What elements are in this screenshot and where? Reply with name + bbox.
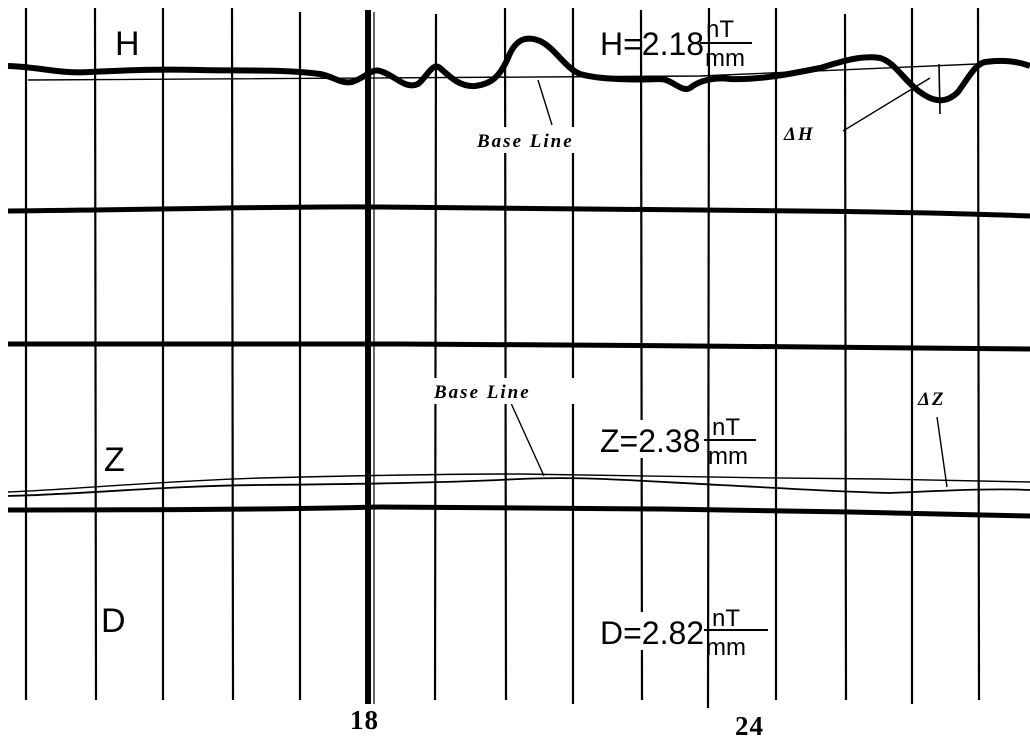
h-baseline <box>27 62 1001 81</box>
hour-grid-line <box>706 7 711 709</box>
hour-grid-line <box>639 9 644 701</box>
hour-grid-line <box>843 13 848 701</box>
z-trace <box>7 477 1030 497</box>
z-scale-bg <box>598 420 704 458</box>
h-channel-label: H <box>115 25 140 63</box>
z-channel-label: Z <box>104 441 125 479</box>
z-baseline <box>7 473 1030 493</box>
d-scale-bg <box>598 612 704 650</box>
z-scale-unit-den: mm <box>708 443 748 470</box>
z-baseline-label-bg <box>430 378 582 404</box>
d-scale-value: D=2.82 <box>600 615 704 651</box>
hour-grid-line <box>976 7 981 701</box>
z-baseline-leader <box>509 400 545 477</box>
delta-z-leader <box>936 416 948 488</box>
delta-z-label-bg <box>914 386 972 412</box>
hour-grid-line <box>433 13 438 701</box>
reference-line-3 <box>7 504 1030 519</box>
reference-lines <box>7 204 1030 519</box>
delta-h-leader <box>842 77 931 132</box>
hour-grid <box>24 7 981 709</box>
delta-h-label: ΔH <box>783 124 815 145</box>
annotation-leaders <box>509 63 948 488</box>
h-scale-unit-den: mm <box>705 45 745 72</box>
h-trace-group <box>7 35 1030 104</box>
delta-h-label-bg <box>780 121 842 147</box>
x-tick-label-18: 18 <box>350 705 379 735</box>
d-scale-unit-den: mm <box>706 634 746 661</box>
delta-z-label: ΔZ <box>917 389 946 410</box>
d-scale-unit-num: nT <box>712 605 740 632</box>
z-trace-group <box>7 473 1030 497</box>
hour-grid-line <box>503 7 508 701</box>
hour-grid-line <box>93 7 98 701</box>
h-scale-unit-num: nT <box>706 16 734 43</box>
z-scale-unit-num: nT <box>712 414 740 441</box>
h-baseline-leader <box>537 79 553 126</box>
h-baseline-label: Base Line <box>476 131 574 152</box>
h-scale-value: H=2.18 <box>600 26 704 62</box>
z-scale-value: Z=2.38 <box>600 423 701 459</box>
delta-h-marker <box>938 63 941 115</box>
d-channel-label: D <box>101 602 126 640</box>
h-baseline-label-bg <box>474 127 622 153</box>
z-baseline-label: Base Line <box>433 382 531 403</box>
reference-line-1 <box>7 204 1030 219</box>
h-trace <box>7 35 1030 104</box>
hour-grid-line <box>230 7 235 701</box>
reference-line-2 <box>7 340 1030 352</box>
x-tick-label-24: 24 <box>735 711 764 740</box>
